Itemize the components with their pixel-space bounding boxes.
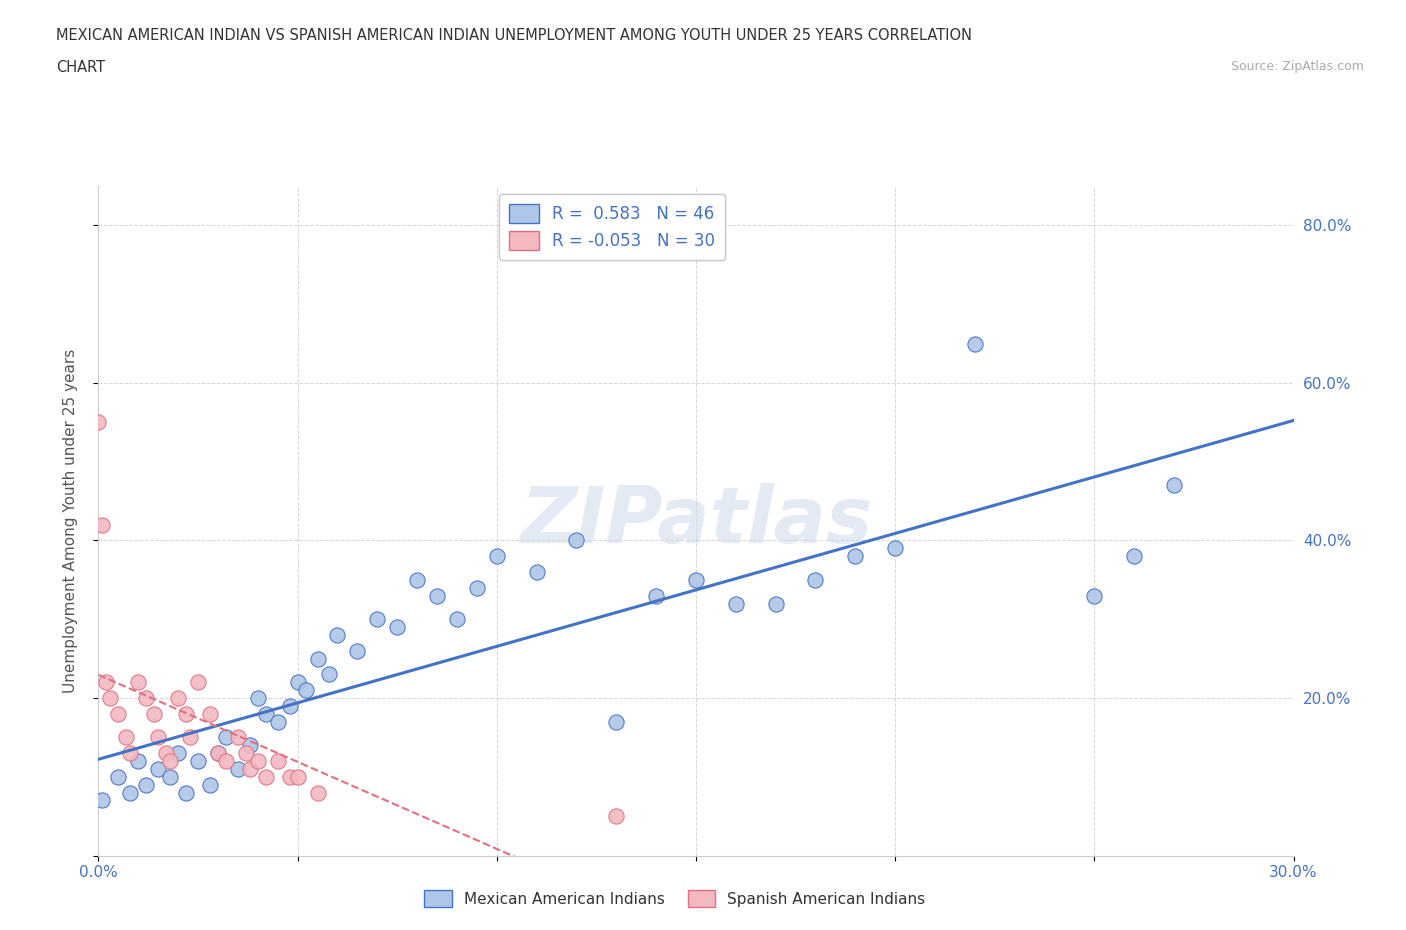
- Point: [526, 565, 548, 579]
- Point: [159, 769, 181, 784]
- Point: [406, 573, 429, 588]
- Point: [278, 769, 301, 784]
- Point: [246, 691, 269, 706]
- Point: [1163, 478, 1185, 493]
- Point: [135, 691, 157, 706]
- Point: [167, 746, 190, 761]
- Point: [366, 612, 388, 627]
- Point: [307, 651, 329, 666]
- Point: [91, 517, 114, 532]
- Y-axis label: Unemployment Among Youth under 25 years: Unemployment Among Youth under 25 years: [63, 349, 77, 693]
- Point: [884, 541, 907, 556]
- Text: Source: ZipAtlas.com: Source: ZipAtlas.com: [1230, 60, 1364, 73]
- Legend: Mexican American Indians, Spanish American Indians: Mexican American Indians, Spanish Americ…: [418, 884, 932, 913]
- Point: [226, 730, 249, 745]
- Point: [159, 753, 181, 768]
- Point: [198, 777, 221, 792]
- Point: [287, 769, 309, 784]
- Point: [207, 746, 229, 761]
- Point: [765, 596, 787, 611]
- Point: [120, 746, 142, 761]
- Text: CHART: CHART: [56, 60, 105, 75]
- Point: [254, 769, 277, 784]
- Point: [198, 707, 221, 722]
- Point: [120, 785, 142, 800]
- Point: [226, 762, 249, 777]
- Point: [724, 596, 747, 611]
- Point: [107, 707, 129, 722]
- Point: [685, 573, 707, 588]
- Point: [246, 753, 269, 768]
- Point: [127, 675, 149, 690]
- Point: [278, 698, 301, 713]
- Point: [187, 753, 209, 768]
- Point: [254, 707, 277, 722]
- Point: [143, 707, 166, 722]
- Point: [287, 675, 309, 690]
- Text: MEXICAN AMERICAN INDIAN VS SPANISH AMERICAN INDIAN UNEMPLOYMENT AMONG YOUTH UNDE: MEXICAN AMERICAN INDIAN VS SPANISH AMERI…: [56, 28, 972, 43]
- Point: [107, 769, 129, 784]
- Point: [346, 644, 368, 658]
- Point: [115, 730, 138, 745]
- Point: [179, 730, 201, 745]
- Point: [963, 336, 986, 351]
- Point: [565, 533, 588, 548]
- Point: [174, 785, 197, 800]
- Point: [167, 691, 190, 706]
- Point: [426, 588, 449, 603]
- Point: [155, 746, 177, 761]
- Text: ZIPatlas: ZIPatlas: [520, 483, 872, 559]
- Point: [187, 675, 209, 690]
- Point: [215, 753, 238, 768]
- Point: [318, 667, 340, 682]
- Point: [485, 549, 508, 564]
- Point: [239, 737, 262, 752]
- Point: [307, 785, 329, 800]
- Point: [215, 730, 238, 745]
- Point: [91, 793, 114, 808]
- Point: [605, 714, 627, 729]
- Point: [267, 714, 290, 729]
- Point: [148, 762, 170, 777]
- Point: [135, 777, 157, 792]
- Point: [844, 549, 866, 564]
- Point: [326, 628, 349, 643]
- Point: [605, 809, 627, 824]
- Point: [267, 753, 290, 768]
- Point: [294, 683, 316, 698]
- Point: [446, 612, 468, 627]
- Point: [174, 707, 197, 722]
- Point: [465, 580, 488, 595]
- Point: [148, 730, 170, 745]
- Point: [207, 746, 229, 761]
- Point: [127, 753, 149, 768]
- Point: [96, 675, 118, 690]
- Point: [87, 415, 110, 430]
- Point: [1123, 549, 1146, 564]
- Point: [645, 588, 668, 603]
- Legend: R =  0.583   N = 46, R = -0.053   N = 30: R = 0.583 N = 46, R = -0.053 N = 30: [499, 194, 725, 260]
- Point: [1083, 588, 1105, 603]
- Point: [239, 762, 262, 777]
- Point: [804, 573, 827, 588]
- Point: [385, 619, 409, 634]
- Point: [100, 691, 122, 706]
- Point: [235, 746, 257, 761]
